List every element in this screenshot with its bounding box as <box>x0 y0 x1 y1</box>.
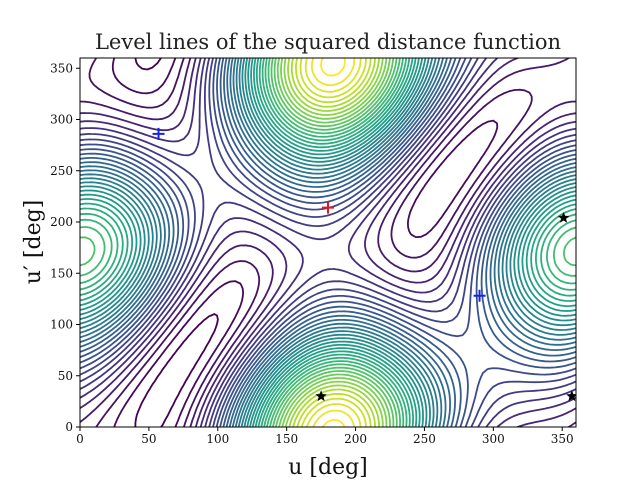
x-tick-label: 150 <box>275 432 298 446</box>
y-tick-label: 50 <box>58 369 73 383</box>
contour-level-line <box>80 58 576 427</box>
minimum-star-marker <box>566 390 576 402</box>
contour-level-line <box>287 58 380 427</box>
x-tick-label: 100 <box>206 432 229 446</box>
x-tick-label: 200 <box>344 432 367 446</box>
contour-level-line <box>80 58 576 427</box>
contour-level-line <box>111 58 499 427</box>
contour-level-line <box>80 58 576 427</box>
contour-level-line <box>80 58 576 427</box>
y-tick-label: 0 <box>65 420 73 434</box>
contour-level-line <box>273 58 395 427</box>
contour-level-line <box>80 58 576 427</box>
x-axis-ticks: 0 50 100 150 200 250 300 350 <box>76 427 574 446</box>
contour-level-line <box>80 58 576 427</box>
saddle-plus-marker <box>152 127 165 140</box>
contour-level-line <box>290 58 376 427</box>
y-tick-label: 150 <box>50 266 73 280</box>
contour-level-line <box>80 58 576 427</box>
plot-frame <box>79 57 577 428</box>
contour-level-line <box>80 58 576 427</box>
contour-level-line <box>80 58 576 427</box>
maximum-plus-marker <box>322 201 334 214</box>
x-tick-label: 50 <box>141 432 156 446</box>
contour-level-line <box>80 58 576 427</box>
critical-point-markers <box>152 127 576 402</box>
contour-level-line <box>80 58 576 427</box>
contour-level-line <box>280 58 388 427</box>
contour-level-line <box>80 58 576 427</box>
contour-level-line <box>88 58 533 427</box>
y-tick-label: 350 <box>50 61 73 75</box>
x-tick-label: 350 <box>551 432 574 446</box>
contour-level-line <box>276 58 391 427</box>
saddle-plus-marker <box>473 289 486 302</box>
minimum-star-marker <box>315 390 327 402</box>
contour-lines <box>80 58 576 427</box>
contour-level-line <box>80 58 576 427</box>
x-tick-label: 300 <box>482 432 505 446</box>
contour-level-line <box>80 58 576 427</box>
y-tick-label: 200 <box>50 215 73 229</box>
contour-level-line <box>283 58 384 427</box>
contour-level-line <box>80 58 576 427</box>
x-tick-label: 0 <box>76 432 84 446</box>
y-axis-ticks: 0 50 100 150 200 250 300 350 <box>50 61 80 434</box>
contour-level-line <box>80 58 576 427</box>
x-axis-label: u [deg] <box>288 455 368 480</box>
y-tick-label: 250 <box>50 164 73 178</box>
contour-level-line <box>80 58 576 427</box>
chart-title: Level lines of the squared distance func… <box>95 30 561 54</box>
x-tick-label: 250 <box>413 432 436 446</box>
contour-level-line <box>304 58 362 427</box>
contour-level-line <box>80 58 576 427</box>
contour-level-line <box>80 58 576 427</box>
y-tick-label: 100 <box>50 318 73 332</box>
contour-level-line <box>80 58 576 427</box>
contour-level-line <box>311 58 356 427</box>
contour-level-line <box>80 58 576 427</box>
y-tick-label: 300 <box>50 113 73 127</box>
y-axis-label: u′ [deg] <box>21 200 46 285</box>
contour-level-line <box>299 58 367 427</box>
contour-level-line <box>134 58 219 427</box>
contour-level-line <box>80 58 576 427</box>
minimum-star-marker <box>557 211 570 223</box>
contour-level-line <box>295 58 372 427</box>
